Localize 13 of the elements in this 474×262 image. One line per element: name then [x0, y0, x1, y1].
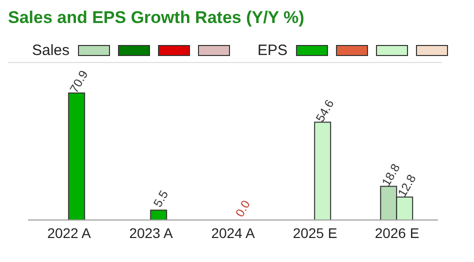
x-tick-label: 2022 A [47, 224, 92, 241]
x-tick-label: 2026 E [374, 224, 420, 241]
data-label: 5.5 [150, 188, 172, 210]
legend-label: Sales [32, 42, 70, 59]
x-tick-label: 2023 A [129, 224, 174, 241]
x-tick-label: 2024 A [211, 224, 256, 241]
bar [314, 122, 332, 220]
chart-title: Sales and EPS Growth Rates (Y/Y %) [8, 8, 306, 28]
data-label: 0.0 [232, 198, 254, 220]
bar [68, 92, 86, 220]
bar [150, 210, 168, 220]
legend-label: EPS [258, 42, 288, 59]
x-tick-label: 2025 E [292, 224, 338, 241]
